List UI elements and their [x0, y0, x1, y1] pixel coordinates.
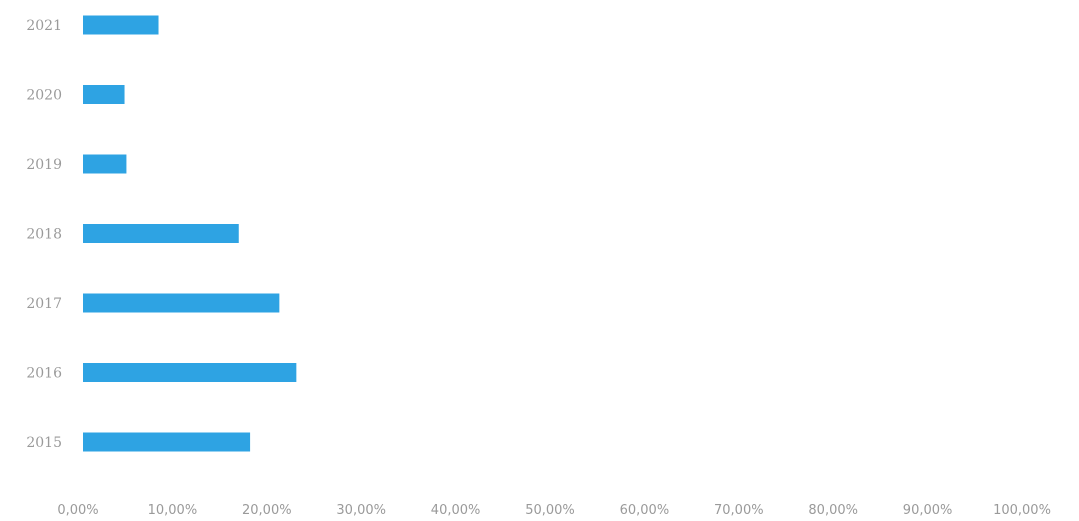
bar-2021 [83, 15, 159, 35]
bar-2019 [83, 154, 127, 174]
x-tick-label: 10,00% [148, 503, 198, 518]
category-label-2019: 2019 [26, 157, 62, 173]
x-tick-label: 30,00% [336, 503, 386, 518]
x-tick-label: 100,00% [993, 503, 1051, 518]
category-label-2018: 2018 [26, 227, 62, 243]
category-label-2016: 2016 [26, 366, 62, 382]
bar-2015 [83, 432, 251, 452]
x-tick-label: 50,00% [525, 503, 575, 518]
bar-2018 [83, 224, 239, 243]
x-tick-label: 70,00% [714, 503, 764, 518]
bar-2016 [83, 363, 297, 382]
category-label-2020: 2020 [26, 88, 62, 104]
bar-2020 [83, 85, 125, 104]
x-tick-label: 90,00% [903, 503, 953, 518]
bar-2017 [83, 293, 280, 313]
x-tick-label: 60,00% [620, 503, 670, 518]
x-tick-label: 20,00% [242, 503, 292, 518]
bars-layer [83, 15, 297, 452]
category-label-2015: 2015 [26, 435, 62, 451]
category-label-2021: 2021 [26, 18, 62, 34]
category-label-2017: 2017 [26, 296, 62, 312]
x-tick-label: 80,00% [808, 503, 858, 518]
x-tick-label: 40,00% [431, 503, 481, 518]
category-labels: 2021 2020 2019 2018 2017 2016 2015 [26, 18, 62, 451]
x-axis-tick-labels: 0,00% 10,00% 20,00% 30,00% 40,00% 50,00% 60,00… [57, 503, 1051, 518]
x-tick-label: 0,00% [57, 503, 98, 518]
